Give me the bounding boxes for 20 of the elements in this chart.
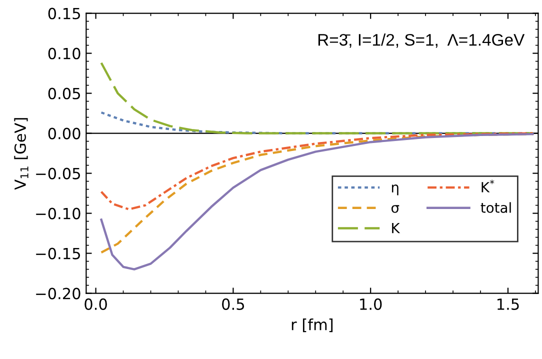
y-tick-label: 0.05 (48, 88, 80, 100)
x-tick-label: 0.0 (84, 298, 107, 310)
y-tick-label: −0.10 (36, 208, 80, 220)
x-tick-label: 1.0 (360, 298, 382, 310)
y-tick-label: −0.15 (36, 248, 80, 260)
x-tick-label: 0.5 (222, 298, 244, 310)
y-tick-label: 0.10 (48, 48, 80, 60)
legend-label: K (392, 222, 400, 234)
y-tick-label: −0.05 (36, 168, 80, 180)
y-tick-label: 0.00 (48, 128, 80, 140)
legend-label: K$^{*}$ (482, 180, 494, 192)
legend-label: total (480, 202, 511, 213)
legend-label: η (392, 184, 398, 196)
x-tick-label: 1.5 (498, 298, 519, 310)
legend-label: σ (391, 205, 400, 213)
annotation: R=3̄, I=1/2, S=1, Λ=1.4GeV (318, 34, 525, 48)
y-tick-label: −0.20 (36, 288, 80, 300)
y-axis-title: V$_{11}$ [GeV] (14, 118, 28, 190)
y-tick-label: 0.15 (48, 8, 80, 20)
x-axis-title: r [fm] (292, 318, 333, 332)
